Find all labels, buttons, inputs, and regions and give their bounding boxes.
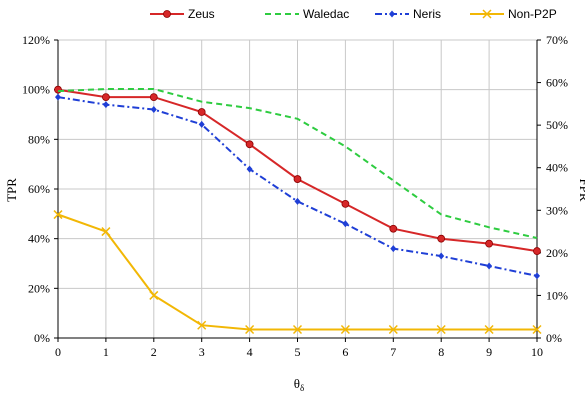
y-right-tick-label: 60% [546, 76, 568, 90]
y-left-tick-label: 80% [28, 132, 50, 146]
data-point-neris [342, 220, 349, 228]
data-point-non-p2p [292, 324, 303, 335]
y-left-tick-label: 20% [28, 281, 50, 295]
data-point-zeus [149, 93, 158, 102]
x-tick-label: 6 [342, 345, 348, 359]
data-point-neris [246, 165, 253, 173]
data-point-non-p2p [532, 324, 542, 335]
x-tick-label: 8 [438, 345, 444, 359]
y-right-tick-label: 30% [546, 203, 568, 217]
data-point-neris [198, 120, 205, 128]
data-point-neris [438, 252, 445, 260]
data-point-non-p2p [340, 324, 350, 335]
y-left-tick-label: 60% [28, 182, 50, 196]
y-axis-left-title: TPR [4, 178, 19, 202]
data-point-non-p2p [388, 324, 398, 335]
y-axis-right-title: FPR [577, 178, 585, 201]
y-right-tick-label: 20% [546, 246, 568, 260]
data-point-neris [534, 272, 540, 280]
data-point-neris [294, 197, 301, 205]
x-axis-title: θδ [294, 376, 304, 393]
series-line-waledac [57, 88, 538, 239]
data-point-non-p2p [197, 320, 207, 330]
legend-label-waledac: Waledac [303, 7, 349, 21]
x-tick-label: 3 [199, 345, 205, 359]
y-left-tick-label: 120% [22, 33, 50, 47]
data-point-neris [390, 245, 397, 253]
x-tick-label: 9 [486, 345, 492, 359]
legend-marker-neris [389, 10, 395, 18]
legend-label-zeus: Zeus [188, 7, 215, 21]
data-point-non-p2p [101, 227, 111, 237]
data-point-non-p2p [149, 290, 159, 300]
data-point-neris [102, 101, 109, 109]
data-point-zeus [293, 175, 302, 183]
data-point-zeus [437, 234, 446, 243]
y-right-tick-label: 70% [546, 33, 568, 47]
x-tick-label: 7 [390, 345, 396, 359]
legend-label-neris: Neris [413, 7, 441, 21]
grid-lines [58, 39, 537, 339]
series-group [53, 85, 542, 335]
x-tick-label: 10 [531, 345, 543, 359]
y-right-tick-label: 50% [546, 118, 568, 132]
data-point-zeus [533, 247, 541, 255]
x-tick-label: 2 [151, 345, 157, 359]
data-point-non-p2p [484, 324, 494, 335]
legend: Zeus Waledac Neris Non-P2P [150, 7, 557, 21]
data-point-neris [150, 106, 157, 114]
y-right-tick-label: 40% [546, 161, 568, 175]
data-point-zeus [197, 108, 206, 116]
data-point-zeus [245, 140, 254, 149]
x-tick-label: 4 [247, 345, 253, 359]
data-point-non-p2p [245, 324, 255, 335]
y-right-tick-label: 10% [546, 288, 568, 302]
data-point-non-p2p [436, 324, 446, 335]
data-point-zeus [54, 85, 62, 94]
x-tick-label: 0 [55, 345, 61, 359]
data-point-neris [486, 262, 493, 270]
axes: 0% 20% 40% 60% 80% 100% 120% 0% 10% 20% 30% 40% 50% 6… [22, 33, 568, 359]
data-point-zeus [341, 199, 350, 208]
data-point-zeus [389, 224, 398, 233]
y-left-tick-label: 40% [28, 232, 50, 246]
x-tick-label: 5 [295, 345, 301, 359]
legend-marker-non-p2p [482, 9, 492, 19]
legend-marker-zeus [163, 10, 171, 18]
legend-label-non-p2p: Non-P2P [508, 7, 557, 21]
data-point-neris [55, 93, 61, 101]
y-left-tick-label: 100% [22, 83, 50, 97]
data-point-zeus [485, 239, 494, 248]
data-point-zeus [102, 93, 110, 102]
y-right-tick-label: 0% [546, 331, 562, 345]
y-left-tick-label: 0% [34, 331, 50, 345]
data-point-non-p2p [53, 210, 63, 220]
x-tick-label: 1 [103, 345, 109, 359]
